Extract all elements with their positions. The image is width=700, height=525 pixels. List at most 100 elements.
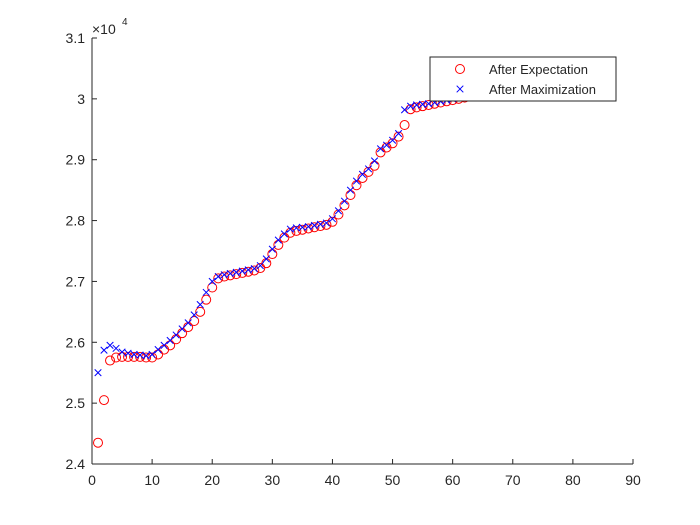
maximization-point xyxy=(232,268,240,276)
expectation-point xyxy=(321,219,332,230)
y-tick-label: 3.1 xyxy=(66,30,86,46)
y-axis-ticks: 2.4 2.5 2.6 2.7 2.8 2.9 3 3.1 xyxy=(66,30,97,472)
maximization-point xyxy=(292,224,301,232)
expectation-point xyxy=(309,222,320,233)
maximization-point xyxy=(136,351,144,359)
maximization-point xyxy=(388,136,397,144)
x-tick-label: 30 xyxy=(265,472,281,488)
expectation-point xyxy=(255,263,266,274)
maximization-point xyxy=(274,236,282,244)
legend-label-maximization: After Maximization xyxy=(489,82,596,97)
maximization-point xyxy=(328,215,337,223)
x-tick-label: 20 xyxy=(204,472,220,488)
maximization-point xyxy=(100,346,108,354)
maximization-point xyxy=(184,319,192,327)
y-tick-label: 2.7 xyxy=(66,273,86,289)
maximization-point xyxy=(190,311,198,319)
legend-item-maximization: After Maximization xyxy=(456,82,596,97)
maximization-point xyxy=(340,197,349,205)
legend: After Expectation After Maximization xyxy=(429,56,617,102)
maximization-point xyxy=(400,106,409,114)
expectation-point xyxy=(357,172,368,183)
maximization-point xyxy=(208,277,216,286)
expectation-point xyxy=(279,232,290,243)
expectation-point xyxy=(123,351,134,362)
maximization-point xyxy=(226,269,234,278)
x-tick-label: 60 xyxy=(445,472,461,488)
maximization-point xyxy=(382,141,391,149)
maximization-point xyxy=(370,157,379,165)
expectation-point xyxy=(243,266,254,277)
maximization-point xyxy=(238,267,246,275)
maximization-point xyxy=(130,350,138,359)
x-tick-label: 0 xyxy=(88,472,96,488)
maximization-point xyxy=(250,264,258,273)
expectation-point xyxy=(111,352,122,363)
expectation-point xyxy=(219,271,230,282)
maximization-point xyxy=(244,266,252,274)
maximization-point xyxy=(262,255,270,263)
maximization-point xyxy=(286,225,295,233)
expectation-point xyxy=(249,265,260,276)
expectation-point xyxy=(399,120,410,131)
expectation-point xyxy=(267,249,278,260)
legend-label-expectation: After Expectation xyxy=(489,62,588,77)
legend-marker-expectation xyxy=(455,64,465,74)
expectation-point xyxy=(363,166,374,177)
maximization-point xyxy=(394,129,403,138)
maximization-point xyxy=(334,207,343,215)
expectation-point xyxy=(207,282,218,293)
x-axis-ticks: 0 10 20 30 40 50 60 70 80 90 xyxy=(88,459,641,488)
y-tick-label: 3 xyxy=(77,91,85,107)
maximization-point xyxy=(166,336,174,345)
expectation-point xyxy=(105,355,116,366)
expectation-point xyxy=(381,142,392,153)
x-tick-label: 50 xyxy=(385,472,401,488)
maximization-point xyxy=(268,245,276,253)
expectation-point xyxy=(315,221,326,232)
expectation-point xyxy=(93,437,104,448)
maximization-point xyxy=(406,102,415,110)
legend-item-expectation: After Expectation xyxy=(455,62,588,77)
maximization-point xyxy=(148,350,156,359)
plot-area xyxy=(93,88,494,448)
expectation-point xyxy=(375,147,386,158)
maximization-point xyxy=(160,341,168,349)
maximization-point xyxy=(112,344,120,353)
expectation-point xyxy=(393,131,404,142)
expectation-point xyxy=(405,104,416,115)
y-tick-label: 2.9 xyxy=(66,152,86,168)
y-tick-label: 2.4 xyxy=(66,456,86,472)
maximization-point xyxy=(220,271,228,279)
expectation-point xyxy=(225,270,236,281)
maximization-point xyxy=(178,325,186,333)
maximization-point xyxy=(364,165,373,173)
maximization-point xyxy=(316,220,325,228)
maximization-point xyxy=(142,352,150,360)
maximization-point xyxy=(346,186,355,194)
maximization-point xyxy=(172,331,180,339)
y-axis-exponent-base: ×10 xyxy=(92,21,116,37)
expectation-point xyxy=(99,395,110,406)
x-tick-label: 10 xyxy=(144,472,160,488)
expectation-point xyxy=(423,99,434,110)
x-tick-label: 90 xyxy=(625,472,641,488)
expectation-point xyxy=(351,180,362,191)
y-axis-exponent: 4 xyxy=(122,17,128,28)
maximization-point xyxy=(412,101,421,109)
y-tick-label: 2.6 xyxy=(66,334,86,350)
maximization-point xyxy=(280,230,289,238)
expectation-point xyxy=(333,209,344,220)
maximization-point xyxy=(310,221,319,230)
maximization-point xyxy=(304,223,313,231)
maximization-point xyxy=(94,369,102,377)
maximization-point xyxy=(424,100,433,108)
expectation-point xyxy=(273,239,284,250)
maximization-point xyxy=(322,219,331,227)
x-tick-label: 40 xyxy=(325,472,341,488)
maximization-point xyxy=(358,170,367,178)
maximization-point xyxy=(352,177,361,185)
maximization-point xyxy=(196,300,204,309)
x-tick-label: 70 xyxy=(505,472,521,488)
